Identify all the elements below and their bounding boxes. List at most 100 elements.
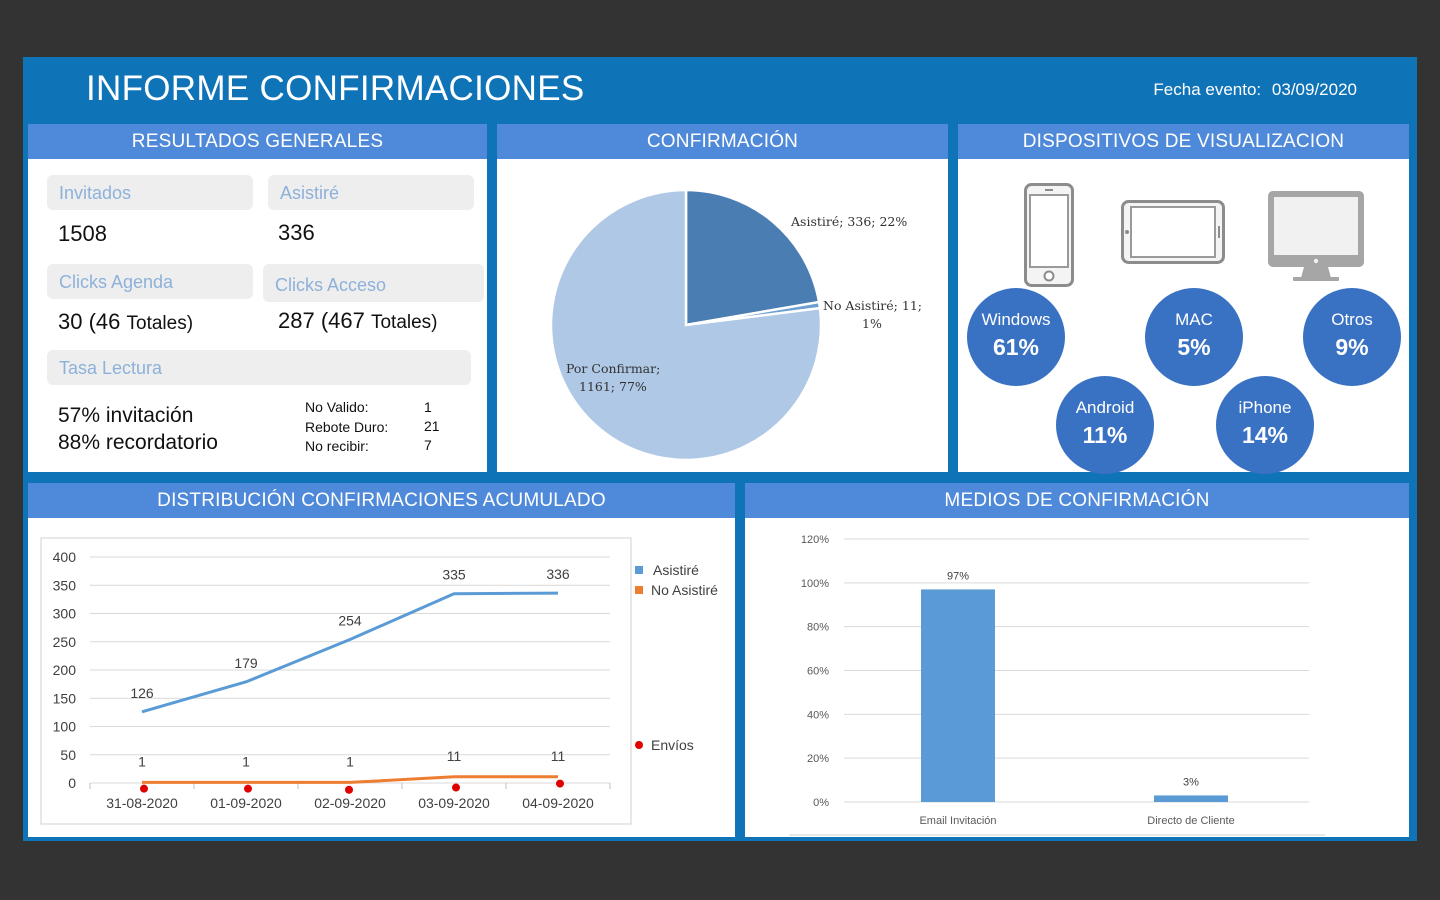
tasa-invitacion: 57% invitación	[58, 404, 194, 427]
page-title: INFORME CONFIRMACIONES	[86, 69, 585, 108]
data-label-no-asistire: 1	[138, 753, 146, 769]
results-panel: RESULTADOS GENERALES Invitados 1508 Asis…	[28, 124, 487, 472]
y-tick-label: 40%	[807, 709, 829, 721]
point-envios	[140, 784, 148, 793]
pie-label-asistire: Asistiré; 336; 22%	[791, 214, 908, 229]
y-tick-label: 300	[53, 606, 77, 622]
clicks-acceso-count: 287 (467	[278, 308, 365, 333]
y-tick-label: 0%	[813, 797, 829, 809]
asistire-label: Asistiré	[268, 175, 474, 210]
pie-label-por-confirmar: Por Confirmar;	[566, 361, 661, 376]
tablet-icon	[1121, 200, 1225, 264]
clicks-acceso-total: Totales)	[370, 312, 438, 333]
bar-directo-cliente	[1154, 795, 1228, 802]
legend-label-no-asistire: No Asistiré	[651, 582, 718, 598]
pie-slice-por-confirmar	[549, 188, 823, 462]
device-mac-name: MAC	[1175, 310, 1213, 329]
no-valido-label: No Valido:	[305, 399, 369, 415]
clicks-agenda-total: Totales)	[126, 313, 194, 334]
device-iphone-pct: 14%	[1241, 422, 1289, 448]
tasa-lectura-label: Tasa Lectura	[47, 350, 471, 385]
data-label-asistire: 335	[442, 567, 466, 583]
devices-panel-title: DISPOSITIVOS DE VISUALIZACION	[958, 124, 1409, 159]
distribution-line-chart: 0 50 100 150 200 250 300 350 400 31-08-2020 01-09-…	[40, 537, 718, 825]
event-date: Fecha evento: 03/09/2020	[1147, 80, 1357, 100]
no-recibir-label: No recibir:	[305, 438, 369, 454]
pie-label-por-confirmar-value: 1161; 77%	[579, 379, 647, 394]
device-iphone-name: iPhone	[1238, 398, 1292, 417]
device-windows-pct: 61%	[992, 334, 1040, 360]
medios-panel: MEDIOS DE CONFIRMACIÓN 0% 20% 40% 60% 80% 100…	[745, 483, 1409, 837]
data-label-no-asistire: 1	[242, 753, 250, 769]
bar-email-invitacion	[921, 589, 995, 802]
point-envios	[244, 784, 252, 793]
legend-swatch-no-asistire	[635, 586, 643, 594]
x-tick-label: 02-09-2020	[314, 795, 386, 811]
device-windows: Windows 61%	[967, 288, 1065, 386]
invitados-value: 1508	[58, 221, 107, 246]
device-android-name: Android	[1075, 398, 1135, 417]
x-tick-label: 01-09-2020	[210, 795, 282, 811]
legend-label-asistire: Asistiré	[653, 562, 699, 578]
distribution-panel: DISTRIBUCIÓN CONFIRMACIONES ACUMULADO 0 5…	[28, 483, 735, 837]
legend-label-envios: Envíos	[651, 737, 694, 753]
data-label-asistire: 179	[234, 655, 258, 671]
smartphone-icon	[1024, 183, 1074, 287]
data-label-no-asistire: 11	[551, 748, 566, 764]
confirmation-panel: CONFIRMACIÓN Asistiré; 336; 22% No Asist…	[497, 124, 948, 472]
device-iphone: iPhone 14%	[1216, 376, 1314, 474]
y-tick-label: 350	[53, 577, 77, 593]
no-valido-value: 1	[424, 399, 432, 415]
confirmation-panel-title: CONFIRMACIÓN	[497, 124, 948, 159]
y-tick-label: 0	[68, 775, 76, 791]
x-tick-label: 03-09-2020	[418, 795, 490, 811]
y-tick-label: 400	[53, 549, 77, 565]
device-android-pct: 11%	[1082, 422, 1128, 448]
medios-bar-chart: 0% 20% 40% 60% 80% 100% 120% 97% Email Invitació…	[789, 534, 1325, 836]
tasa-recordatorio: 88% recordatorio	[58, 431, 218, 454]
clicks-agenda-value: 30 (46 Totales)	[58, 309, 193, 335]
no-recibir-value: 7	[424, 437, 432, 453]
x-tick-label: Directo de Cliente	[1147, 815, 1234, 827]
device-windows-name: Windows	[981, 310, 1051, 329]
pie-label-no-asistire: No Asistiré; 11;	[823, 298, 922, 313]
y-tick-label: 150	[53, 690, 77, 706]
data-label-asistire: 126	[130, 685, 154, 701]
invitados-label: Invitados	[47, 175, 253, 210]
distribution-panel-title: DISTRIBUCIÓN CONFIRMACIONES ACUMULADO	[28, 483, 735, 518]
x-tick-label: 04-09-2020	[522, 795, 594, 811]
bar-value-label: 3%	[1183, 776, 1199, 788]
y-tick-label: 80%	[807, 622, 829, 634]
device-mac: MAC 5%	[1145, 288, 1243, 386]
device-otros-name: Otros	[1331, 310, 1373, 329]
legend-marker-envios	[635, 741, 643, 749]
chart-border	[40, 537, 632, 825]
x-tick-label: Email Invitación	[919, 815, 996, 827]
point-envios	[556, 779, 564, 788]
clicks-acceso-value: 287 (467 Totales)	[278, 308, 438, 334]
results-panel-title: RESULTADOS GENERALES	[28, 124, 487, 159]
rebote-label: Rebote Duro:	[305, 419, 389, 435]
clicks-agenda-label: Clicks Agenda	[47, 264, 253, 299]
monitor-icon	[1268, 191, 1364, 281]
medios-panel-title: MEDIOS DE CONFIRMACIÓN	[745, 483, 1409, 518]
event-date-label: Fecha evento:	[1153, 80, 1262, 99]
series-line-asistire	[141, 591, 559, 714]
rebote-value: 21	[424, 418, 440, 434]
y-tick-label: 50	[60, 747, 76, 763]
clicks-agenda-count: 30 (46	[58, 309, 121, 334]
data-label-no-asistire: 1	[346, 753, 354, 769]
legend-swatch-asistire	[635, 566, 643, 574]
point-envios	[452, 783, 460, 792]
y-tick-label: 100	[53, 719, 77, 735]
pie-slice-asistir-	[684, 188, 821, 327]
y-tick-label: 60%	[807, 666, 829, 678]
series-line-no-asistire	[142, 775, 558, 784]
device-android: Android 11%	[1056, 376, 1154, 474]
data-label-asistire: 336	[546, 566, 570, 582]
y-tick-label: 20%	[807, 753, 829, 765]
device-mac-pct: 5%	[1177, 334, 1211, 360]
confirmation-pie-chart	[549, 188, 823, 462]
device-otros-pct: 9%	[1335, 334, 1369, 360]
report-frame: INFORME CONFIRMACIONES Fecha evento: 03/…	[23, 57, 1417, 841]
